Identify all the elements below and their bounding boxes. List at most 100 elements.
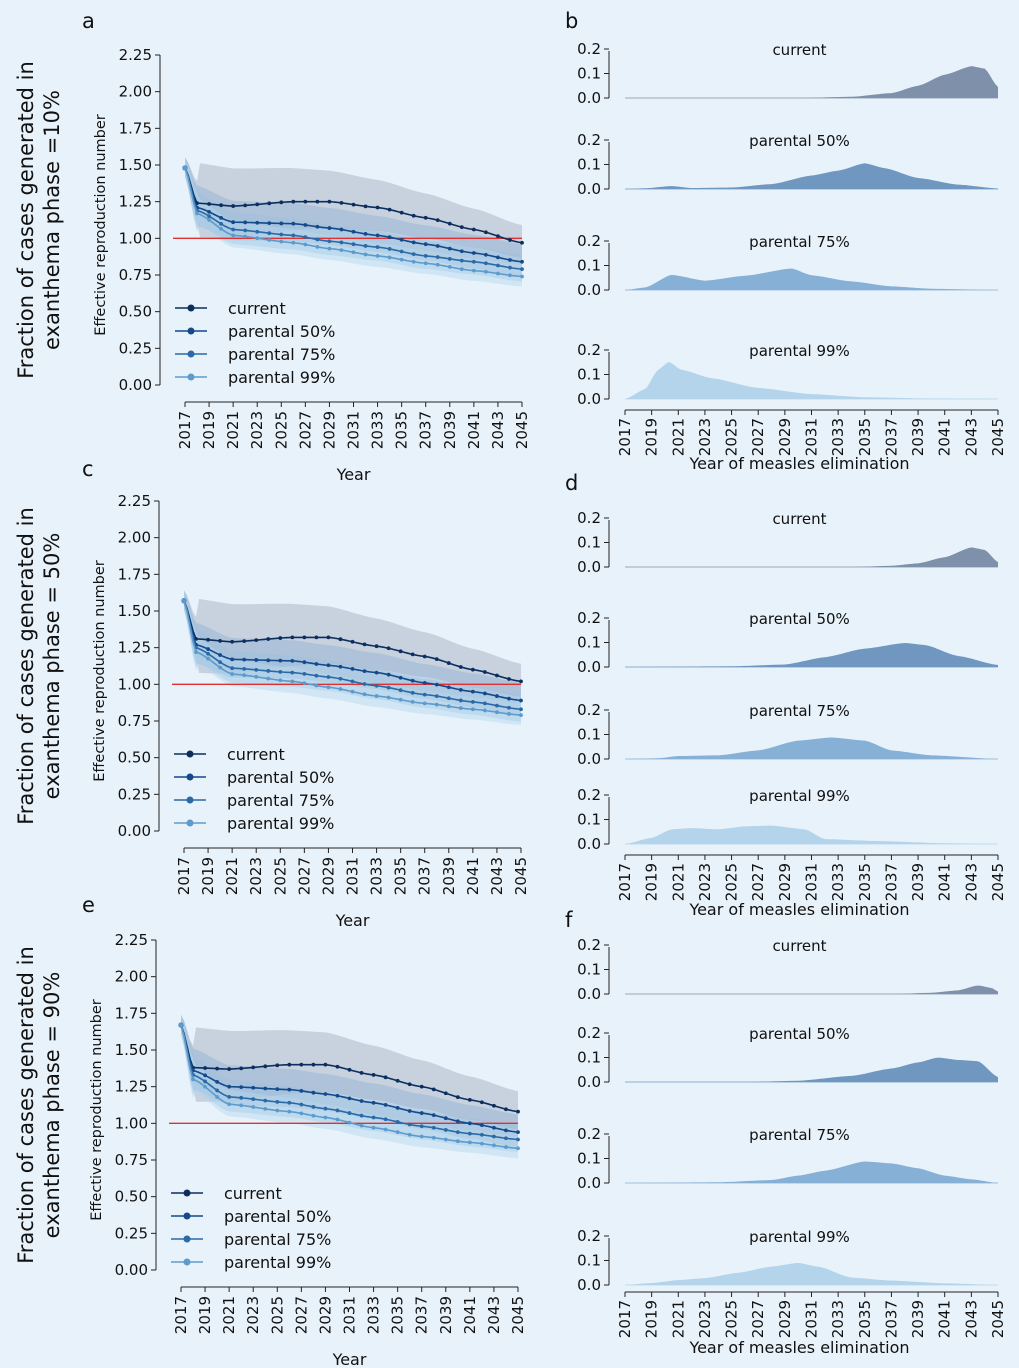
data-point xyxy=(278,636,283,640)
data-point xyxy=(227,1095,232,1099)
data-point xyxy=(495,703,499,708)
y-tick-label: 0.00 xyxy=(118,822,151,840)
data-point xyxy=(359,1099,364,1103)
y-tick-label: 0.1 xyxy=(577,961,601,979)
data-point xyxy=(363,244,368,248)
data-point xyxy=(410,690,415,695)
y-axis-label: Effective reproduction number xyxy=(89,999,105,1221)
data-point xyxy=(203,1073,207,1078)
y-tick-label: 0.0 xyxy=(577,1073,601,1091)
data-point xyxy=(266,658,271,663)
data-point xyxy=(215,1079,220,1084)
data-point xyxy=(206,651,210,656)
x-tick-label: 2029 xyxy=(776,1300,794,1338)
y-tick-label: 0.25 xyxy=(119,339,152,357)
subplot-title: parental 99% xyxy=(749,1228,850,1246)
x-tick-label: 2033 xyxy=(829,1300,847,1338)
data-point xyxy=(181,598,187,604)
data-point xyxy=(483,269,488,274)
data-point xyxy=(434,694,439,698)
data-point xyxy=(479,1100,484,1105)
data-point xyxy=(359,1123,364,1128)
y-tick-label: 1.75 xyxy=(118,565,151,583)
x-tick-label: 2043 xyxy=(488,857,506,895)
data-point xyxy=(315,237,320,242)
x-tick-label: 2039 xyxy=(909,418,927,456)
data-point xyxy=(335,1093,340,1098)
x-tick-label: 2017 xyxy=(616,418,634,456)
x-tick-label: 2045 xyxy=(512,857,530,895)
data-point xyxy=(419,1134,424,1139)
data-point xyxy=(231,233,236,238)
data-point xyxy=(423,261,428,266)
data-point xyxy=(471,251,476,255)
data-point xyxy=(251,1085,256,1090)
data-point xyxy=(218,665,223,670)
y-tick-label: 0.1 xyxy=(577,726,601,744)
data-point xyxy=(422,680,427,685)
legend-label: parental 75% xyxy=(224,1230,331,1249)
data-point xyxy=(350,639,355,644)
density-subplot-parental-99-: 0.0 0.1 0.2 parental 99% xyxy=(577,1227,998,1294)
data-point xyxy=(492,1143,496,1148)
x-axis-label: Year of measles elimination xyxy=(688,1338,909,1357)
data-point xyxy=(375,233,380,238)
data-point xyxy=(383,1075,388,1080)
panel-label: a xyxy=(82,9,95,33)
y-tick-label: 0.0 xyxy=(577,658,601,676)
x-tick-label: 2023 xyxy=(247,857,265,895)
x-tick-label: 2033 xyxy=(829,863,847,901)
data-point xyxy=(219,221,224,226)
x-tick-label: 2021 xyxy=(223,857,241,895)
x-tick-label: 2045 xyxy=(509,1296,527,1334)
data-point xyxy=(482,701,487,706)
density-area xyxy=(625,825,998,844)
subplot-title: parental 75% xyxy=(749,233,850,251)
data-point xyxy=(508,273,512,278)
y-tick-label: 1.50 xyxy=(115,1041,148,1059)
x-axis-label: Year xyxy=(332,1350,367,1368)
data-point xyxy=(339,240,344,245)
data-point xyxy=(387,235,392,240)
density-area xyxy=(625,737,998,759)
y-tick-label: 0.2 xyxy=(577,1227,601,1245)
data-point xyxy=(207,218,211,222)
y-tick-label: 0.1 xyxy=(577,257,601,275)
x-tick-label: 2035 xyxy=(392,857,410,895)
data-point xyxy=(483,230,488,235)
x-tick-label: 2029 xyxy=(320,411,338,449)
density-subplot-parental-75-: 0.0 0.1 0.2 parental 75% xyxy=(577,701,998,768)
legend-label: current xyxy=(228,299,286,318)
legend: current parental 50% parental 75% parental … xyxy=(174,745,334,833)
y-tick-label: 0.1 xyxy=(577,811,601,829)
data-point xyxy=(290,635,295,640)
data-point xyxy=(287,1109,292,1114)
panel-label: f xyxy=(565,908,573,932)
data-point xyxy=(255,220,260,225)
data-point xyxy=(410,678,415,683)
data-point xyxy=(410,652,415,657)
x-tick-label: 2033 xyxy=(829,418,847,456)
x-tick-label: 2017 xyxy=(172,1296,190,1334)
x-tick-label: 2033 xyxy=(365,1296,383,1334)
data-point xyxy=(266,669,271,673)
y-tick-label: 1.75 xyxy=(115,1004,148,1022)
y-tick-label: 0.50 xyxy=(119,303,152,321)
band-current xyxy=(181,1014,518,1130)
x-axis-label: Year of measles elimination xyxy=(688,900,909,919)
data-point xyxy=(459,258,464,263)
density-area xyxy=(625,163,998,189)
data-point xyxy=(411,213,416,218)
data-point xyxy=(411,240,416,245)
x-tick-label: 2025 xyxy=(268,1296,286,1334)
data-point xyxy=(231,220,236,225)
data-point xyxy=(323,1115,328,1120)
data-point xyxy=(242,666,247,671)
legend-marker xyxy=(183,1235,191,1243)
data-point xyxy=(327,199,332,204)
x-tick-label: 2033 xyxy=(368,857,386,895)
y-axis-label: Effective reproduction number xyxy=(93,114,109,336)
x-tick-label: 2045 xyxy=(989,863,1007,901)
data-point xyxy=(203,1079,207,1084)
data-point xyxy=(399,249,404,254)
